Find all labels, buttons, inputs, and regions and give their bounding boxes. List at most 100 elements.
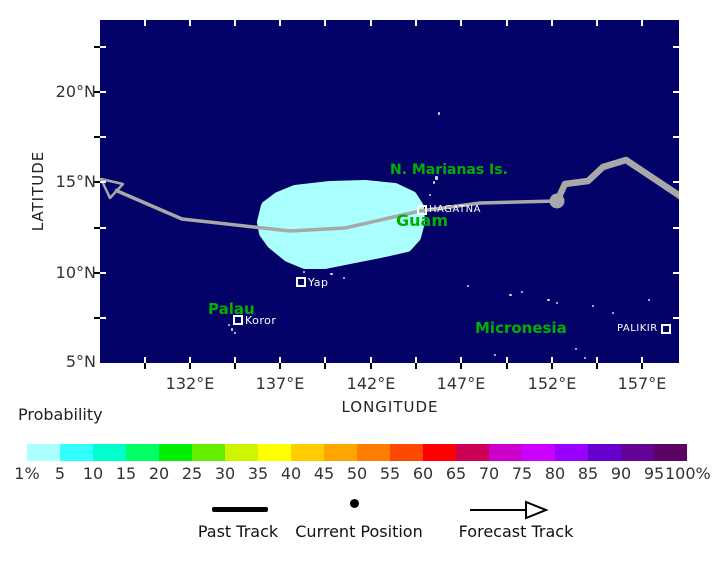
past-track-sample-line	[212, 507, 268, 512]
y-tick-label: 10°N	[55, 263, 96, 282]
colorbar-segment	[258, 444, 291, 461]
axis-tick	[551, 20, 553, 26]
colorbar-segment	[27, 444, 60, 461]
island-speck	[234, 332, 236, 334]
colorbar-tick-label: 10	[82, 464, 104, 483]
axis-tick	[94, 272, 100, 274]
axis-tick	[189, 363, 191, 369]
island-speck	[547, 299, 550, 301]
x-tick-label: 142°E	[346, 374, 396, 393]
colorbar-tick-label: 90	[610, 464, 632, 483]
map-area	[100, 20, 679, 363]
colorbar-tick-label: 45	[313, 464, 335, 483]
island-speck	[556, 302, 558, 304]
forecast-arrowhead-icon	[100, 177, 125, 200]
region-label: Palau	[208, 300, 255, 318]
colorbar-segment	[357, 444, 390, 461]
city-label: PALIKIR	[617, 323, 658, 334]
axis-tick	[189, 20, 191, 26]
colorbar-segment	[159, 444, 192, 461]
colorbar-segment	[192, 444, 225, 461]
current-position-sample-dot	[350, 499, 359, 508]
island-speck	[429, 194, 431, 196]
colorbar-tick-label: 1%	[14, 464, 40, 483]
axis-tick	[551, 363, 553, 369]
current-position-dot	[549, 193, 565, 209]
colorbar-title: Probability	[18, 405, 103, 424]
axis-tick	[641, 363, 643, 369]
axis-tick	[460, 363, 462, 369]
forecast-track-line	[114, 188, 558, 233]
legend-current-position-label: Current Position	[295, 522, 423, 541]
axis-tick	[100, 272, 106, 274]
colorbar-segment	[423, 444, 456, 461]
colorbar-tick-label: 15	[115, 464, 137, 483]
y-tick-label: 5°N	[65, 352, 96, 371]
axis-tick	[234, 363, 236, 369]
colorbar-segment	[588, 444, 621, 461]
axis-tick	[100, 136, 106, 138]
island-speck	[612, 312, 614, 314]
colorbar-tick-label: 65	[445, 464, 467, 483]
island-speck	[584, 357, 586, 359]
legend-forecast-track-label: Forecast Track	[458, 522, 574, 541]
colorbar-segment	[489, 444, 522, 461]
y-tick-label: 20°N	[55, 82, 96, 101]
island-speck	[467, 285, 469, 287]
colorbar-segment	[60, 444, 93, 461]
axis-tick	[641, 20, 643, 26]
colorbar-segment	[93, 444, 126, 461]
axis-tick	[189, 357, 191, 363]
colorbar-segment	[225, 444, 258, 461]
axis-tick	[460, 357, 462, 363]
axis-tick	[324, 357, 326, 363]
x-axis-title: LONGITUDE	[341, 398, 439, 416]
axis-tick	[279, 20, 281, 26]
x-tick-label: 147°E	[436, 374, 486, 393]
axis-tick	[94, 136, 100, 138]
axis-tick	[460, 20, 462, 26]
city-label: Koror	[245, 314, 277, 327]
colorbar-tick-label: 50	[346, 464, 368, 483]
axis-tick	[94, 91, 100, 93]
x-tick-label: 137°E	[255, 374, 305, 393]
colorbar-segment	[555, 444, 588, 461]
island-speck	[648, 299, 650, 301]
island-speck	[521, 291, 523, 293]
colorbar-tick-label: 55	[379, 464, 401, 483]
axis-tick	[370, 20, 372, 26]
island-speck	[343, 277, 345, 279]
axis-tick	[596, 20, 598, 26]
colorbar-tick-label: 60	[412, 464, 434, 483]
axis-tick	[506, 20, 508, 26]
axis-tick	[415, 363, 417, 369]
axis-tick	[94, 46, 100, 48]
region-label: Guam	[396, 211, 448, 230]
y-tick-label: 15°N	[55, 172, 96, 191]
axis-tick	[596, 363, 598, 369]
axis-tick	[100, 91, 106, 93]
axis-tick	[370, 363, 372, 369]
colorbar-segment	[654, 444, 687, 461]
axis-tick	[673, 317, 679, 319]
axis-tick	[673, 91, 679, 93]
map-svg	[100, 156, 679, 269]
axis-tick	[279, 363, 281, 369]
island-speck	[433, 181, 435, 184]
forecast-track-sample-arrow	[470, 500, 549, 520]
island-speck	[330, 273, 333, 275]
colorbar-segment	[390, 444, 423, 461]
axis-tick	[100, 317, 106, 319]
colorbar-tick-label: 35	[247, 464, 269, 483]
colorbar-tick-label: 70	[478, 464, 500, 483]
axis-tick	[234, 357, 236, 363]
axis-tick	[415, 20, 417, 26]
region-label: N. Marianas Is.	[390, 162, 508, 178]
probability-swath	[257, 180, 425, 269]
island-speck	[231, 328, 233, 331]
x-tick-label: 132°E	[165, 374, 215, 393]
axis-tick	[551, 357, 553, 363]
colorbar-segment	[126, 444, 159, 461]
colorbar-tick-label: 20	[148, 464, 170, 483]
axis-tick	[100, 181, 106, 183]
